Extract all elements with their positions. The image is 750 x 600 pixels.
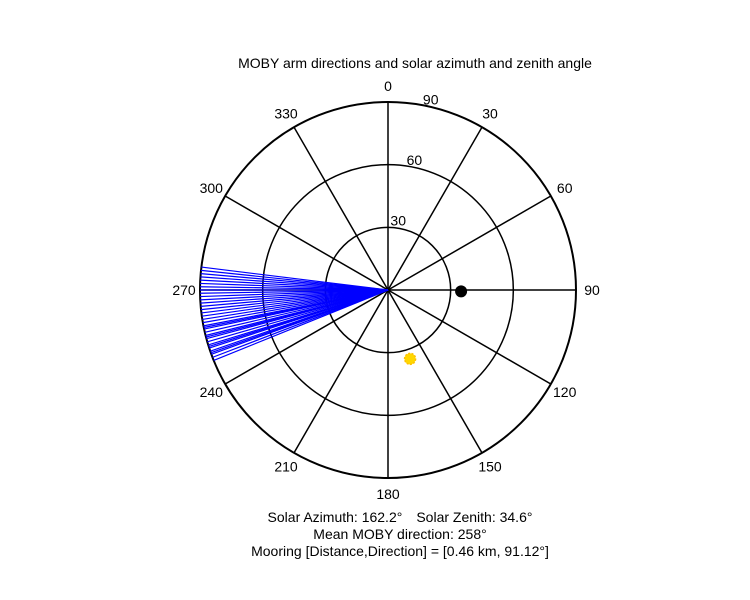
angle-tick-label: 330 — [274, 105, 298, 121]
arm-direction-line — [201, 266, 389, 291]
sun-marker — [403, 352, 417, 366]
mooring-text: Mooring [Distance,Direction] = [0.46 km,… — [251, 543, 549, 559]
solar-info-line: Solar Azimuth: 162.2° Solar Zenith: 34.6° — [0, 509, 750, 526]
grid-spoke — [387, 289, 483, 454]
mooring-marker — [455, 285, 468, 298]
angle-tick-label: 240 — [200, 384, 224, 400]
grid-spoke — [224, 289, 389, 385]
arm-direction-lines — [200, 266, 389, 361]
angle-tick-label: 300 — [200, 180, 224, 196]
grid-spoke — [387, 195, 552, 291]
grid-spoke — [224, 195, 389, 291]
grid-spoke — [293, 289, 389, 454]
angle-tick-label: 60 — [557, 180, 573, 196]
radial-tick-label: 90 — [423, 91, 439, 107]
solar-azimuth-text: Solar Azimuth: 162.2° — [267, 509, 403, 525]
grid-spoke — [387, 289, 552, 385]
angle-tick-label: 270 — [172, 282, 196, 298]
angle-tick-label: 30 — [482, 105, 498, 121]
chart-title: MOBY arm directions and solar azimuth an… — [238, 55, 592, 71]
radial-tick-label: 30 — [390, 213, 406, 229]
angle-tick-label: 180 — [376, 486, 400, 502]
radial-tick-label: 60 — [407, 152, 423, 168]
angle-tick-label: 120 — [553, 384, 577, 400]
markers — [403, 285, 468, 366]
grid-spoke — [293, 126, 389, 291]
mean-direction-text: Mean MOBY direction: 258° — [313, 526, 487, 542]
grid-spoke — [387, 126, 483, 291]
angle-tick-label: 210 — [274, 459, 298, 475]
tick-labels: 0 30 60 90 120 150 180 210 240 270 300 330 30 60 90 — [172, 78, 600, 502]
solar-zenith-text: Solar Zenith: 34.6° — [416, 509, 533, 525]
angle-tick-label: 90 — [584, 282, 600, 298]
angle-tick-label: 150 — [478, 459, 502, 475]
angle-tick-label: 0 — [384, 78, 392, 94]
